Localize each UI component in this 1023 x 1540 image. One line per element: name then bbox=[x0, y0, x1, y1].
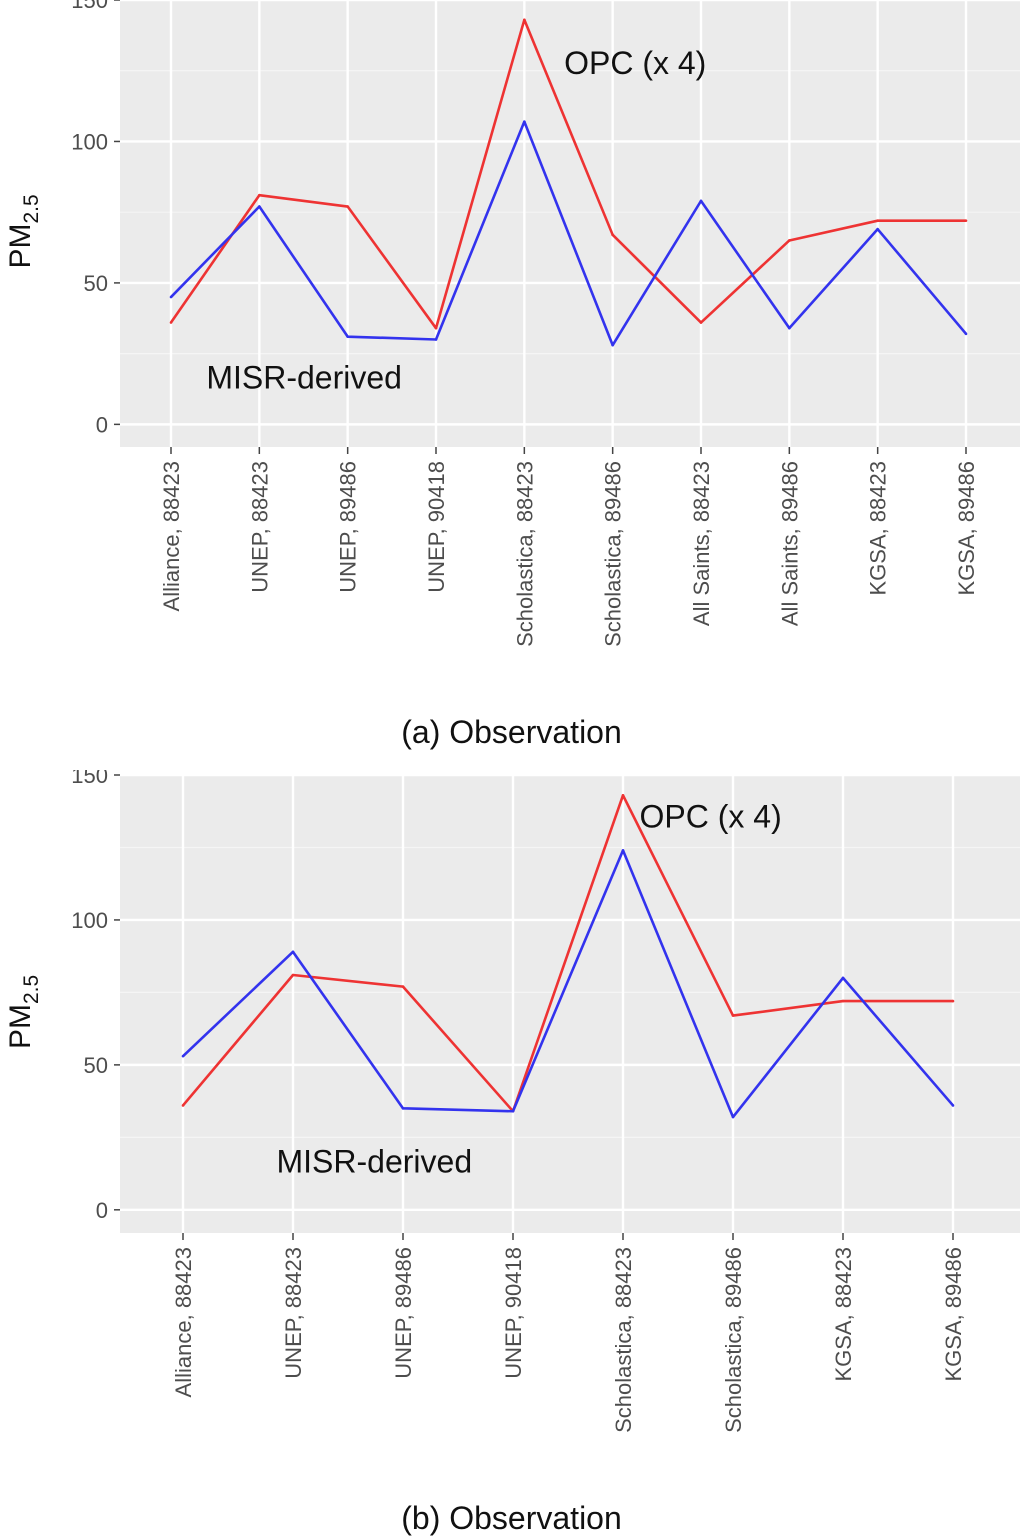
data-point-1 bbox=[434, 338, 438, 341]
data-point-0 bbox=[964, 219, 968, 222]
y-tick-label: 50 bbox=[84, 271, 108, 296]
data-point-0 bbox=[401, 985, 405, 988]
x-tick-label: KGSA, 88423 bbox=[866, 461, 891, 596]
data-point-0 bbox=[731, 1014, 735, 1017]
data-point-0 bbox=[788, 239, 791, 242]
data-point-0 bbox=[841, 999, 845, 1003]
series-line-1 bbox=[170, 120, 967, 347]
x-tick-label: All Saints, 89486 bbox=[777, 461, 802, 626]
data-point-1 bbox=[841, 976, 845, 980]
data-point-0 bbox=[876, 219, 879, 222]
y-tick-label: 100 bbox=[71, 129, 108, 154]
data-point-0 bbox=[169, 321, 173, 324]
series-annotation: OPC (x 4) bbox=[564, 45, 706, 81]
x-tick-label: UNEP, 89486 bbox=[336, 461, 361, 593]
y-tick-label: 50 bbox=[84, 1053, 108, 1078]
caption-a: (a) Observation bbox=[401, 714, 622, 750]
x-tick-label: Alliance, 88423 bbox=[171, 1247, 196, 1397]
data-point-1 bbox=[258, 205, 261, 208]
data-point-0 bbox=[621, 793, 625, 797]
x-tick-label: UNEP, 89486 bbox=[391, 1247, 416, 1379]
x-tick-label: UNEP, 90418 bbox=[424, 461, 449, 593]
x-tick-label: UNEP, 88423 bbox=[247, 461, 272, 593]
chart-b: 0 50 100 150 Alliance, 88423 UNEP, 88423 UNEP,… bbox=[4, 763, 1020, 1433]
x-tick-label: Scholastica, 88423 bbox=[512, 461, 537, 647]
data-point-1 bbox=[621, 849, 625, 852]
data-point-1 bbox=[511, 1109, 515, 1113]
data-point-1 bbox=[876, 227, 879, 231]
x-tick-label: All Saints, 88423 bbox=[689, 461, 714, 626]
x-tick-label: Alliance, 88423 bbox=[159, 461, 184, 611]
x-tick-label: Scholastica, 88423 bbox=[611, 1247, 636, 1433]
data-point-1 bbox=[951, 1104, 955, 1107]
data-point-1 bbox=[611, 343, 614, 347]
data-point-0 bbox=[611, 233, 614, 237]
data-point-1 bbox=[181, 1054, 185, 1058]
data-point-1 bbox=[401, 1107, 405, 1110]
data-point-1 bbox=[964, 332, 968, 336]
x-tick-label: KGSA, 89486 bbox=[941, 1247, 966, 1382]
y-tick-label: 0 bbox=[96, 1198, 108, 1223]
x-tick-label: KGSA, 88423 bbox=[831, 1247, 856, 1382]
series-line-1 bbox=[182, 849, 954, 1119]
chart-a: 0 50 100 150 Alliance, 88423 UNEP, 88423 UNEP,… bbox=[4, 0, 1020, 647]
data-point-0 bbox=[434, 326, 438, 330]
data-point-0 bbox=[258, 193, 261, 197]
y-axis-label: PM2.5 bbox=[4, 975, 43, 1049]
caption-b: (b) Observation bbox=[401, 1500, 622, 1536]
x-tick-label: UNEP, 90418 bbox=[501, 1247, 526, 1379]
y-axis-label: PM2.5 bbox=[4, 194, 43, 268]
plot-background bbox=[120, 775, 1020, 1233]
data-point-0 bbox=[699, 321, 703, 324]
y-tick-label: 0 bbox=[96, 412, 108, 437]
data-point-1 bbox=[169, 295, 173, 299]
data-point-1 bbox=[346, 335, 349, 338]
data-point-0 bbox=[291, 973, 295, 977]
series-line-0 bbox=[169, 18, 966, 330]
chart-panel-b: 0 50 100 150 Alliance, 88423 UNEP, 88423 UNEP,… bbox=[0, 763, 1023, 1490]
y-tick-label: 100 bbox=[71, 908, 108, 933]
data-point-1 bbox=[699, 199, 703, 203]
data-point-1 bbox=[788, 326, 791, 330]
chart-panel-a: 0 50 100 150 Alliance, 88423 UNEP, 88423 UNEP,… bbox=[0, 0, 1023, 700]
x-tick-label: Scholastica, 89486 bbox=[601, 461, 626, 647]
data-point-1 bbox=[731, 1115, 735, 1119]
x-tick-label: UNEP, 88423 bbox=[281, 1247, 306, 1379]
x-tick-label: KGSA, 89486 bbox=[954, 461, 979, 596]
series-annotation: OPC (x 4) bbox=[640, 799, 782, 835]
series-annotation: MISR-derived bbox=[206, 359, 402, 395]
series-annotation: MISR-derived bbox=[277, 1144, 473, 1180]
x-tick-label: Scholastica, 89486 bbox=[721, 1247, 746, 1433]
y-tick-label: 150 bbox=[71, 770, 108, 788]
data-point-0 bbox=[523, 18, 526, 22]
data-point-1 bbox=[291, 950, 295, 954]
data-point-0 bbox=[181, 1104, 185, 1107]
data-point-1 bbox=[523, 120, 526, 123]
data-point-0 bbox=[346, 205, 349, 208]
y-tick-label: 150 bbox=[71, 0, 108, 13]
data-point-0 bbox=[951, 999, 955, 1003]
